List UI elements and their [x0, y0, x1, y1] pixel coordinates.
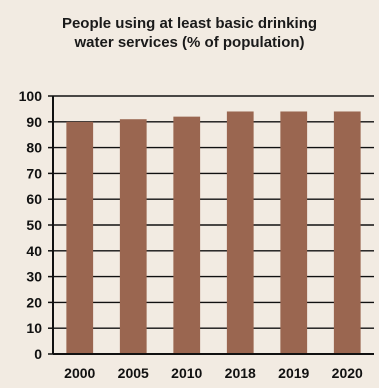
y-tick-label: 90 [26, 114, 42, 130]
bar [227, 111, 254, 354]
y-tick-label: 20 [26, 294, 42, 310]
y-tick-label: 10 [26, 320, 42, 336]
bar [280, 111, 307, 354]
y-tick-label: 40 [26, 243, 42, 259]
y-tick-label: 0 [34, 346, 42, 362]
y-tick-label: 100 [19, 88, 43, 104]
bar [334, 111, 361, 354]
bar [120, 119, 147, 354]
bar [66, 122, 93, 354]
y-tick-label: 30 [26, 269, 42, 285]
x-tick-label: 2005 [118, 365, 149, 381]
y-tick-label: 80 [26, 140, 42, 156]
x-tick-label: 2020 [332, 365, 363, 381]
y-tick-label: 70 [26, 165, 42, 181]
y-tick-label: 50 [26, 217, 42, 233]
x-tick-label: 2000 [64, 365, 95, 381]
bar [173, 117, 200, 354]
x-tick-label: 2010 [171, 365, 202, 381]
x-tick-label: 2018 [225, 365, 256, 381]
y-tick-label: 60 [26, 191, 42, 207]
x-tick-label: 2019 [278, 365, 309, 381]
